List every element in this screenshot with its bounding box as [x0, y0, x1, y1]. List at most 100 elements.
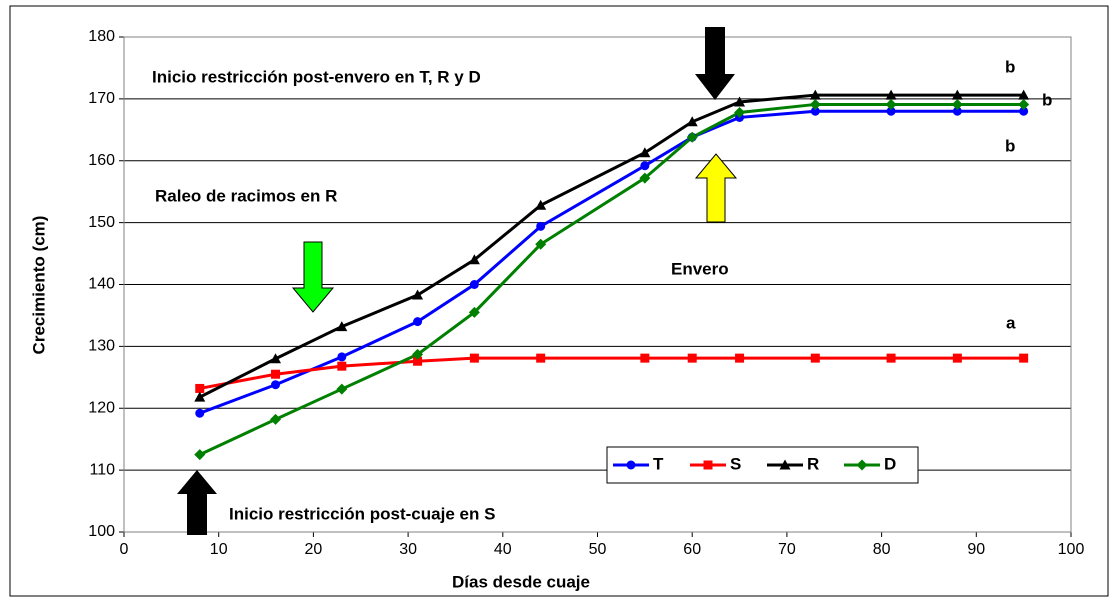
marker — [468, 254, 480, 265]
marker — [1018, 89, 1030, 100]
marker — [886, 106, 896, 116]
marker — [810, 106, 820, 116]
marker — [640, 161, 650, 171]
marker — [1019, 106, 1029, 116]
x-tick-label: 50 — [589, 541, 607, 558]
marker — [535, 238, 547, 250]
annotation: Envero — [671, 259, 729, 278]
x-tick-label: 40 — [494, 541, 512, 558]
annotation: a — [1006, 313, 1016, 332]
marker — [271, 380, 281, 390]
marker — [809, 89, 821, 100]
marker — [703, 460, 713, 470]
marker — [336, 321, 348, 332]
marker — [640, 353, 650, 363]
marker — [734, 96, 746, 107]
legend-label: S — [730, 454, 741, 473]
marker — [270, 413, 282, 425]
x-tick-label: 60 — [683, 541, 701, 558]
x-tick-label: 70 — [778, 541, 796, 558]
y-tick-label: 180 — [88, 28, 115, 45]
marker — [412, 348, 424, 360]
x-tick-label: 20 — [305, 541, 323, 558]
annotation: b — [1042, 90, 1052, 109]
annotation: Inicio restricción post-cuaje en S — [229, 504, 495, 523]
marker — [886, 353, 896, 363]
x-tick-label: 0 — [120, 541, 129, 558]
marker — [639, 172, 651, 184]
annotation: b — [1005, 136, 1015, 155]
marker — [626, 460, 636, 470]
marker — [951, 89, 963, 100]
x-tick-label: 30 — [399, 541, 417, 558]
marker — [734, 106, 746, 118]
arrow — [177, 470, 217, 535]
x-tick-label: 80 — [873, 541, 891, 558]
annotation: Inicio restricción post-envero en T, R y… — [152, 67, 481, 86]
marker — [686, 116, 698, 127]
marker — [271, 369, 281, 379]
marker — [270, 353, 282, 364]
legend-label: R — [807, 454, 819, 473]
legend-label: D — [884, 454, 896, 473]
series-line — [199, 93, 1024, 399]
marker — [735, 353, 745, 363]
marker — [412, 289, 424, 300]
marker — [194, 449, 206, 461]
marker — [809, 98, 821, 110]
marker — [779, 459, 791, 470]
marker — [468, 306, 480, 318]
y-tick-label: 170 — [88, 90, 115, 107]
marker — [413, 356, 423, 366]
arrow — [695, 27, 735, 100]
annotation: b — [1005, 57, 1015, 76]
marker — [469, 280, 479, 289]
marker — [337, 352, 347, 362]
marker — [1019, 353, 1029, 363]
y-tick-label: 100 — [88, 523, 115, 540]
marker — [885, 98, 897, 110]
y-axis-title: Crecimiento (cm) — [29, 216, 48, 355]
marker — [469, 353, 479, 363]
frame — [9, 5, 1109, 597]
marker — [885, 89, 897, 100]
x-tick-label: 90 — [967, 541, 985, 558]
plot-area — [123, 36, 1072, 533]
marker — [536, 221, 546, 231]
marker — [856, 459, 868, 471]
series-line — [199, 102, 1024, 457]
marker — [536, 353, 546, 363]
y-tick-label: 130 — [88, 338, 115, 355]
arrow — [291, 241, 335, 313]
y-tick-label: 120 — [88, 399, 115, 416]
marker — [535, 199, 547, 210]
series-line — [199, 356, 1024, 390]
x-tick-label: 10 — [210, 541, 228, 558]
marker — [1018, 98, 1030, 110]
y-tick-label: 140 — [88, 276, 115, 293]
marker — [336, 383, 348, 395]
marker — [413, 317, 423, 327]
y-tick-label: 110 — [89, 461, 115, 478]
marker — [195, 383, 205, 393]
marker — [951, 98, 963, 110]
marker — [687, 353, 697, 363]
arrow — [694, 153, 738, 223]
y-tick-label: 160 — [88, 152, 115, 169]
marker — [952, 353, 962, 363]
y-tick-label: 150 — [88, 214, 115, 231]
marker — [686, 131, 698, 143]
lines — [194, 89, 1030, 461]
x-axis-title: Días desde cuaje — [452, 572, 590, 591]
annotation: Raleo de racimos en R — [155, 186, 337, 205]
marker — [810, 353, 820, 363]
x-tick-label: 100 — [1058, 541, 1085, 558]
marker — [952, 106, 962, 116]
marker — [639, 147, 651, 158]
marker — [195, 408, 205, 418]
marker — [194, 391, 206, 402]
legend-label: T — [653, 454, 664, 473]
marker — [337, 361, 347, 371]
